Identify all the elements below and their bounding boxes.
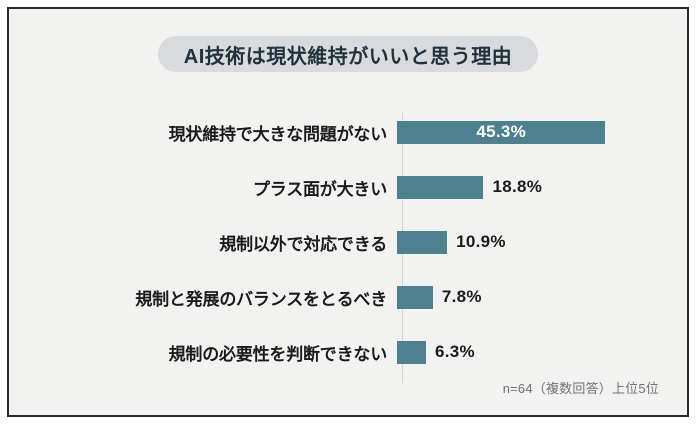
- bar-segment: [397, 285, 433, 309]
- category-label: 規制と発展のバランスをとるべき: [135, 289, 387, 309]
- category-label: 規制の必要性を判断できない: [168, 344, 388, 364]
- bar-track: 6.3%: [397, 337, 687, 367]
- bar-track: 18.8%: [397, 172, 687, 202]
- chart-row: 規制と発展のバランスをとるべき 7.8%: [9, 282, 687, 312]
- chart-row: 現状維持で大きな問題がない 45.3%: [9, 117, 687, 147]
- chart-row: 規制以外で対応できる 10.9%: [9, 227, 687, 257]
- bar-segment: [397, 340, 426, 364]
- bar-segment: [397, 230, 448, 254]
- category-label: プラス面が大きい: [252, 179, 387, 199]
- category-label: 現状維持で大きな問題がない: [168, 124, 388, 144]
- page-title: AI技術は現状維持がいいと思う理由: [183, 45, 513, 68]
- bar-value-label: 45.3%: [476, 122, 527, 141]
- category-label: 規制以外で対応できる: [219, 234, 387, 254]
- chart-card: AI技術は現状維持がいいと思う理由 現状維持で大きな問題がない 45.3% プラ…: [7, 7, 689, 417]
- bar-value-label: 10.9%: [456, 232, 506, 251]
- bar-value-label: 6.3%: [434, 342, 475, 361]
- chart-title-container: AI技術は現状維持がいいと思う理由: [9, 36, 687, 72]
- chart-row: プラス面が大きい 18.8%: [9, 172, 687, 202]
- bar-value-label: 7.8%: [441, 287, 482, 306]
- chart-row: 規制の必要性を判断できない 6.3%: [9, 337, 687, 367]
- bar-segment: 45.3%: [397, 120, 606, 144]
- bar-track: 7.8%: [397, 282, 687, 312]
- bar-track: 10.9%: [397, 227, 687, 257]
- bar-chart-plot: 現状維持で大きな問題がない 45.3% プラス面が大きい 18.8% 規制以外で…: [9, 109, 687, 387]
- bar-segment: [397, 175, 484, 199]
- bar-value-label: 18.8%: [492, 177, 543, 196]
- title-pill: AI技術は現状維持がいいと思う理由: [157, 36, 539, 72]
- sample-size-note: n=64（複数回答）上位5位: [502, 381, 659, 396]
- bar-track: 45.3%: [397, 117, 687, 147]
